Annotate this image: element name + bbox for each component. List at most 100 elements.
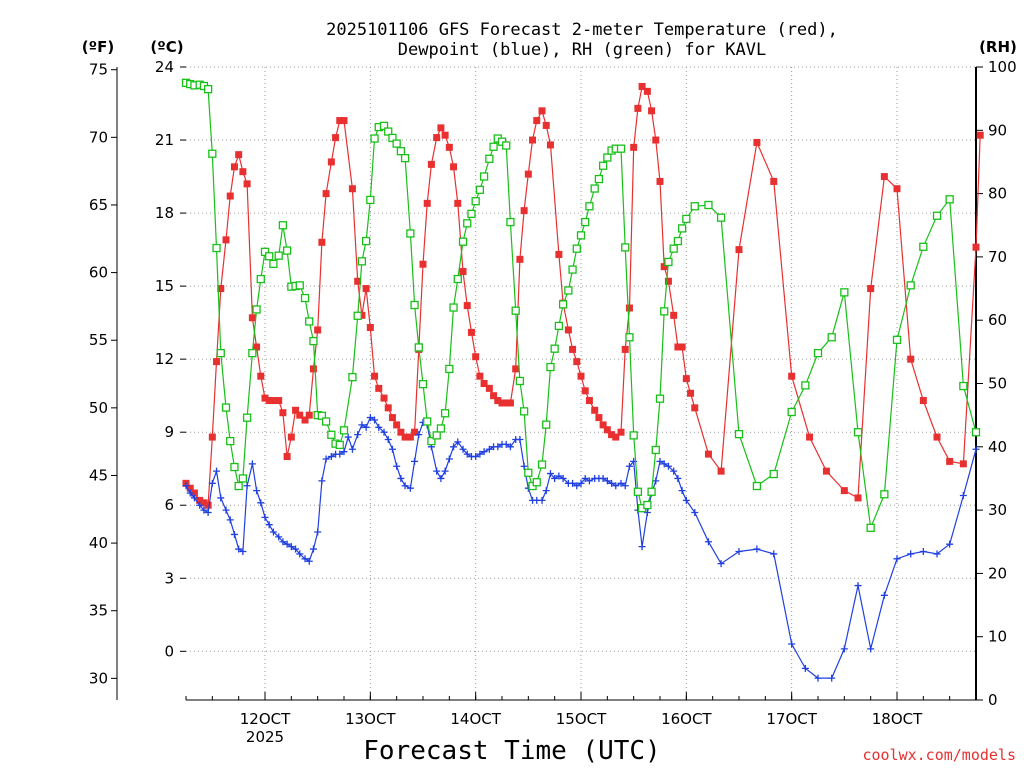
temperature-point <box>516 255 524 263</box>
rh-point <box>252 305 261 314</box>
dewpoint-point <box>269 528 277 536</box>
temperature-point <box>340 117 348 125</box>
x-axis-label: Forecast Time (UTC) <box>363 736 660 766</box>
fahrenheit-tick-label-5: 55 <box>89 331 108 349</box>
x-tick-sublabel-0: 2025 <box>246 728 284 746</box>
dewpoint-point <box>450 443 458 451</box>
dewpoint-point <box>454 438 462 446</box>
dewpoint-point <box>880 591 888 599</box>
dewpoint-point <box>608 479 616 487</box>
rh-point <box>414 343 423 352</box>
rh-point <box>572 244 581 253</box>
temperature-point <box>301 416 309 424</box>
temperature-point <box>354 277 362 285</box>
dewpoint-point <box>283 540 291 548</box>
dewpoint-point <box>472 453 480 461</box>
dewpoint-point <box>735 547 743 555</box>
chart-title-line2: Dewpoint (blue), RH (green) for KAVL <box>398 40 766 60</box>
dewpoint-point <box>459 445 467 453</box>
rh-point <box>506 217 515 227</box>
temperature-point <box>239 168 247 176</box>
dewpoint-point <box>691 509 699 517</box>
temperature-point <box>450 163 458 171</box>
rh-point <box>598 161 608 170</box>
temperature-point <box>907 355 915 363</box>
dewpoint-point <box>664 462 672 470</box>
temperature-point <box>648 107 656 115</box>
rh-point <box>880 490 889 499</box>
dewpoint-point <box>506 443 514 451</box>
temperature-point <box>336 117 344 125</box>
dewpoint-point <box>393 462 401 470</box>
rh-point <box>353 311 362 320</box>
rh-tick-label-0: 0 <box>988 691 998 709</box>
rh-point <box>445 364 454 374</box>
temperature-point <box>366 324 374 332</box>
rh-point <box>625 333 634 342</box>
rh-point <box>230 462 239 472</box>
temperature-point <box>569 345 577 353</box>
temperature-point <box>788 372 796 380</box>
dewpoint-point <box>354 431 362 439</box>
temperature-point <box>893 185 901 193</box>
rh-point <box>581 217 590 227</box>
dewpoint-point <box>358 421 366 429</box>
rh-point <box>590 184 599 193</box>
fahrenheit-tick-label-1: 35 <box>89 602 108 620</box>
temperature-point <box>419 260 427 268</box>
fahrenheit-tick-label-7: 65 <box>89 196 108 214</box>
dewpoint-point <box>437 474 445 482</box>
temperature-point <box>972 243 980 251</box>
rh-point <box>388 133 397 143</box>
rh-point <box>471 197 480 206</box>
rh-point <box>406 229 415 238</box>
dewpoint-point <box>200 506 208 514</box>
rh-point <box>485 154 494 163</box>
temperature-point <box>603 426 611 434</box>
temperature-point <box>437 124 445 132</box>
temperature-point <box>822 467 830 475</box>
temperature-point <box>687 389 695 397</box>
temperature-point <box>498 399 506 407</box>
dewpoint-point <box>239 547 247 555</box>
temperature-point <box>445 143 453 151</box>
dewpoint-point <box>788 640 796 648</box>
temperature-point <box>213 358 221 366</box>
rh-point <box>242 413 252 422</box>
temperature-point <box>235 151 243 159</box>
rh-unit-label: (RH) <box>979 38 1017 56</box>
temperature-point <box>433 134 441 142</box>
celsius-tick-label-0: 0 <box>164 642 174 660</box>
rh-point <box>585 202 594 211</box>
dewpoint-point <box>441 467 449 475</box>
dewpoint-point <box>371 416 379 424</box>
grid <box>186 66 976 700</box>
rh-point <box>475 185 485 194</box>
temperature-point <box>691 404 699 412</box>
dewpoint-point <box>186 489 194 497</box>
dewpoint-point <box>397 474 405 482</box>
fahrenheit-tick-label-4: 50 <box>89 399 108 417</box>
celsius-tick-label-6: 18 <box>155 204 174 222</box>
dewpoint-point <box>314 528 322 536</box>
temperature-point <box>520 207 528 215</box>
x-tick-label-0: 12OCT <box>240 710 291 728</box>
dewpoint-point <box>670 467 678 475</box>
temperature-point <box>283 453 291 461</box>
temperature-point <box>643 87 651 95</box>
dewpoint-point <box>814 674 822 682</box>
rh-point <box>919 242 928 251</box>
temperature-point <box>634 104 642 112</box>
temperature-point <box>230 163 238 171</box>
dewpoint-point <box>599 474 607 482</box>
temperature-point <box>388 414 396 422</box>
temperature-point <box>564 326 572 334</box>
dewpoint-point <box>660 460 668 468</box>
chart-title: 2025101106 GFS Forecast 2-meter Temperat… <box>326 20 838 60</box>
temperature-point <box>599 421 607 429</box>
rh-tick-label-1: 10 <box>988 628 1007 646</box>
temperature-point <box>454 199 462 207</box>
dewpoint-point <box>380 428 388 436</box>
temperature-point <box>423 199 431 207</box>
